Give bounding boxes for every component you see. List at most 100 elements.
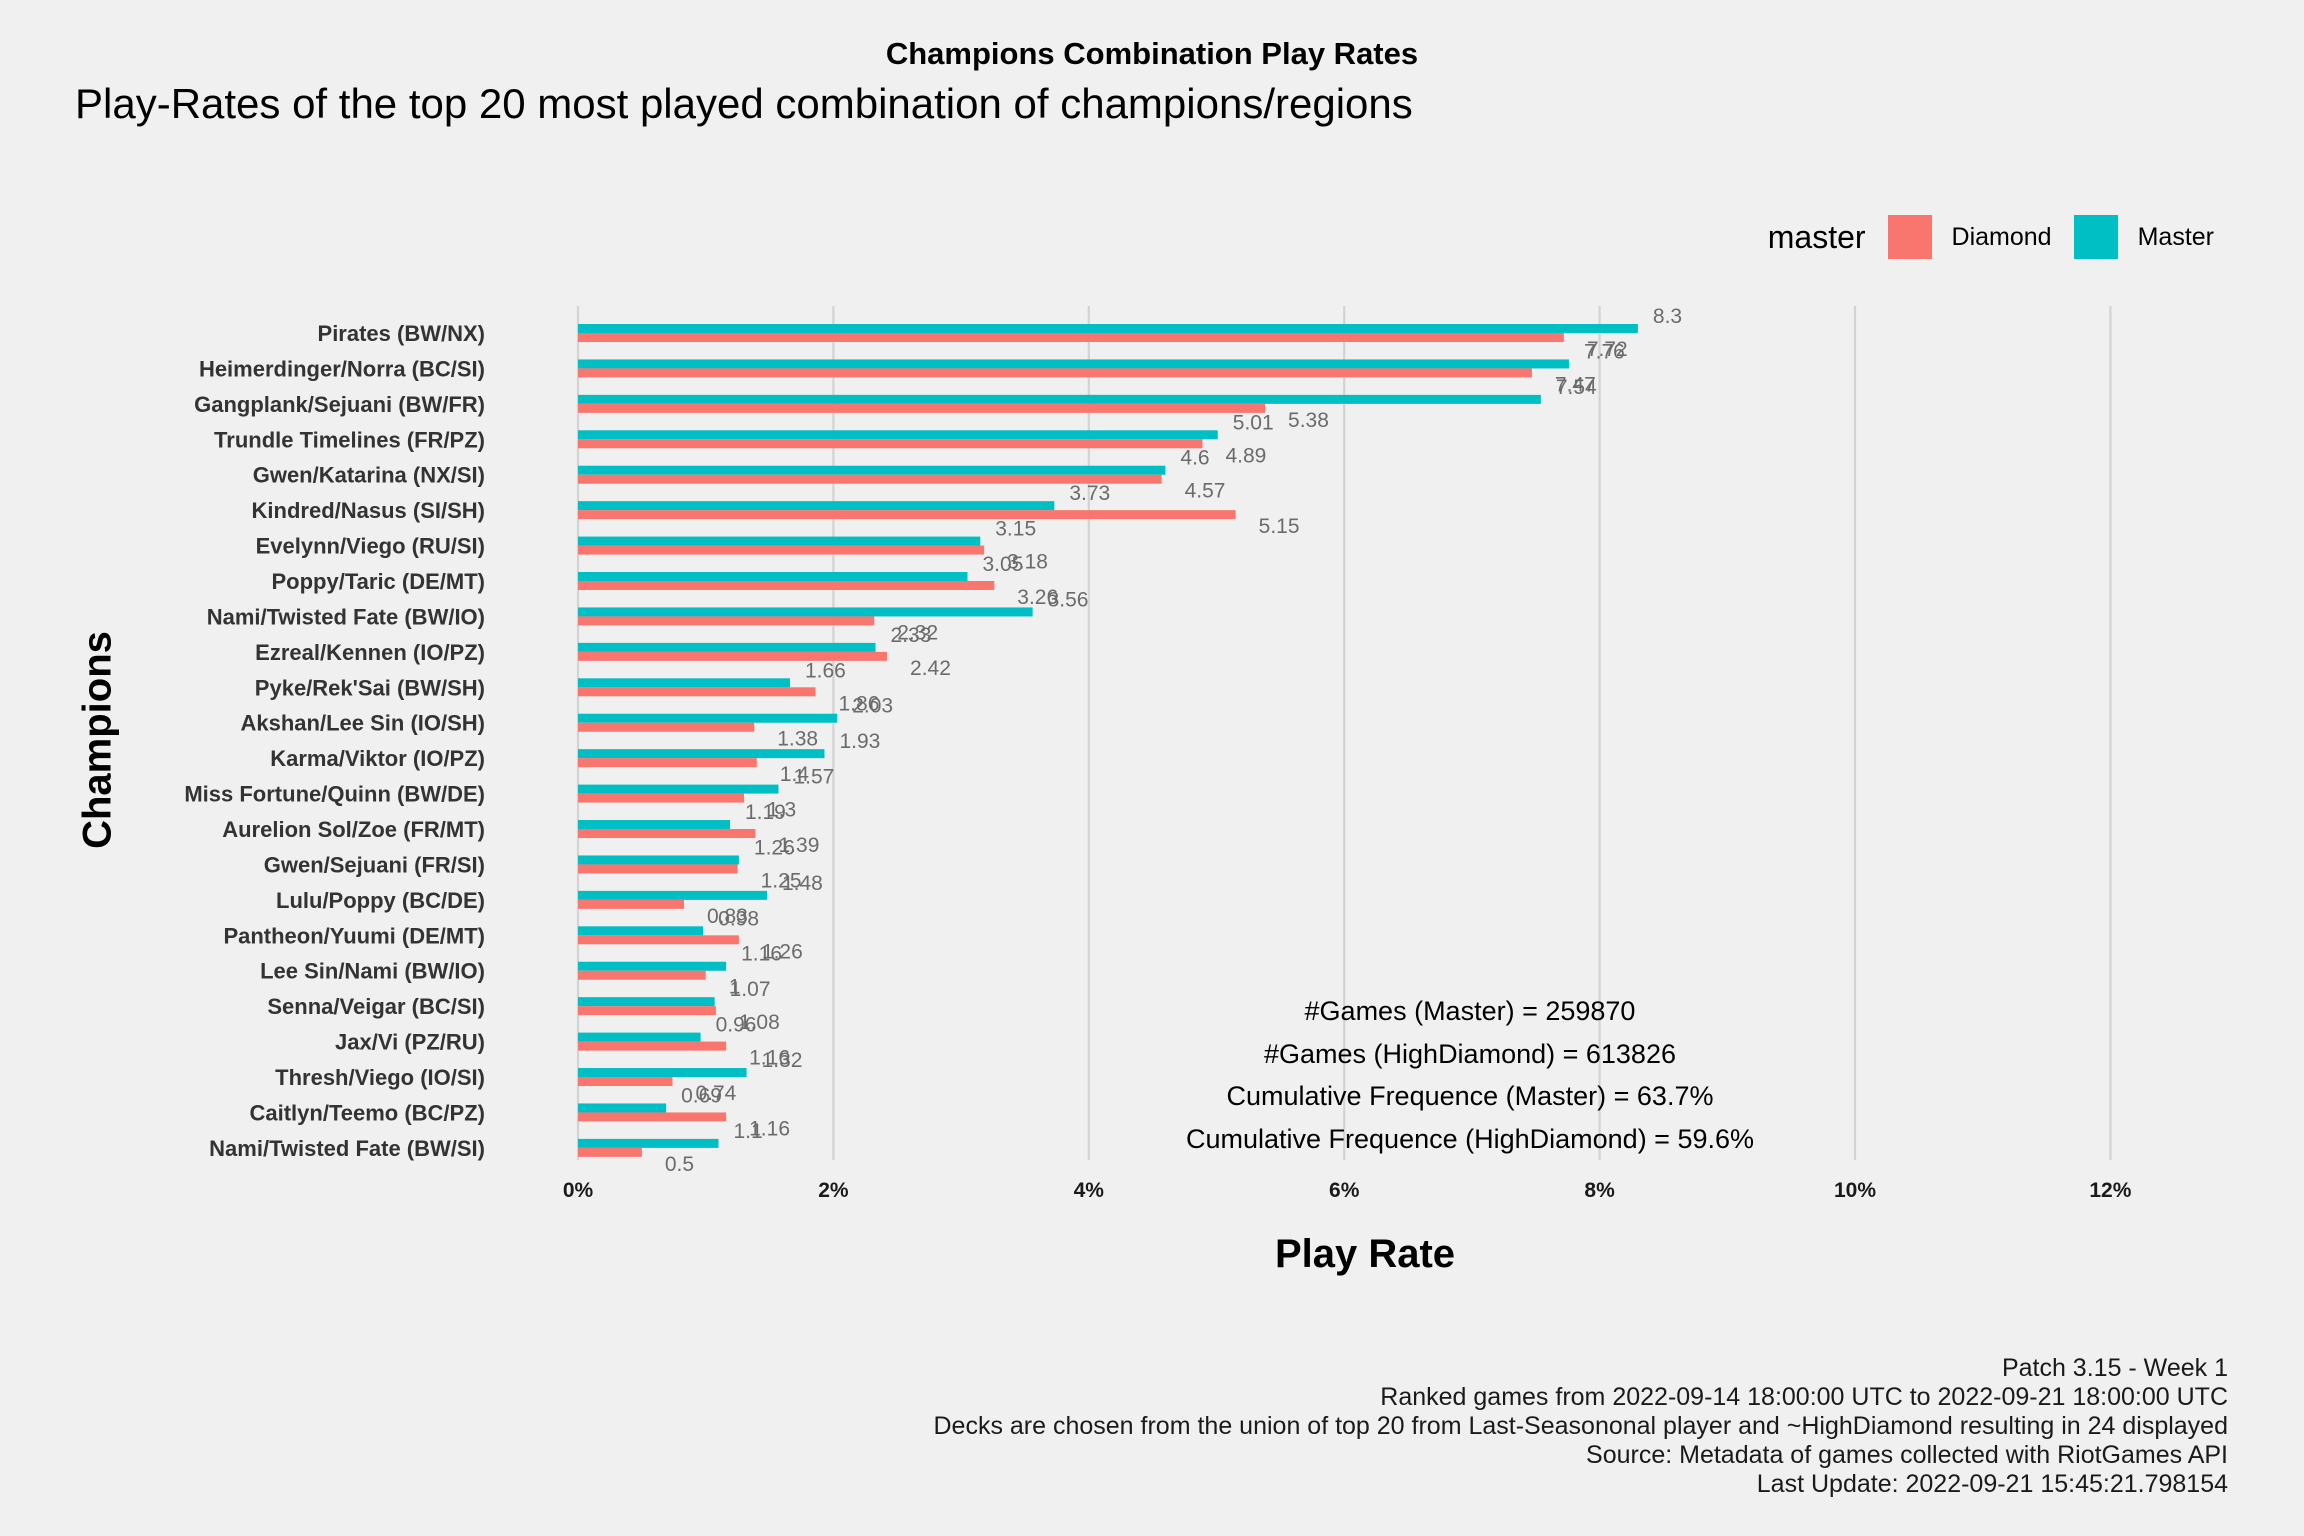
x-tick-label: 12% <box>2089 1179 2131 1202</box>
bar-master <box>578 1068 747 1078</box>
y-tick-label: Pantheon/Yuumi (DE/MT) <box>223 923 485 948</box>
y-tick-label: Lulu/Poppy (BC/DE) <box>276 888 485 913</box>
bar-diamond <box>578 1112 727 1122</box>
bar-diamond <box>578 970 706 980</box>
y-tick-label: Senna/Veigar (BC/SI) <box>267 994 485 1019</box>
data-label-diamond: 2.42 <box>910 657 951 680</box>
bar-master <box>578 607 1033 617</box>
bar-master <box>578 713 838 723</box>
x-axis-title: Play Rate <box>1274 1232 1456 1276</box>
data-label-diamond: 3.18 <box>1007 551 1048 574</box>
y-tick-label: Heimerdinger/Norra (BC/SI) <box>199 356 485 381</box>
data-label-master: 1.19 <box>745 801 786 824</box>
data-label-diamond: 1.25 <box>761 869 802 892</box>
y-tick-label: Gwen/Katarina (NX/SI) <box>253 463 485 488</box>
y-tick-label: Nami/Twisted Fate (BW/IO) <box>207 604 485 629</box>
data-label-diamond: 1.08 <box>739 1011 780 1034</box>
y-tick-label: Kindred/Nasus (SI/SH) <box>252 498 485 523</box>
bar-master <box>578 997 715 1007</box>
bar-diamond <box>578 403 1266 413</box>
data-label-diamond: 5.38 <box>1288 409 1329 432</box>
legend-item-diamond: Diamond <box>1887 215 2074 259</box>
data-label-master: 1.1 <box>733 1120 762 1143</box>
data-label-master: 1.57 <box>793 766 834 789</box>
bar-diamond <box>578 899 684 909</box>
bar-master <box>578 324 1638 333</box>
data-label-diamond: 1.86 <box>839 692 880 715</box>
bar-master <box>578 359 1569 369</box>
bar-master <box>578 1103 667 1113</box>
x-tick-label: 10% <box>1834 1179 1876 1202</box>
data-label-diamond: 1.4 <box>780 763 810 786</box>
y-tick-label: Jax/Vi (PZ/RU) <box>335 1030 485 1055</box>
x-tick-label: 8% <box>1584 1179 1615 1202</box>
legend-label-diamond: Diamond <box>1951 222 2052 251</box>
y-tick-label: Evelynn/Viego (RU/SI) <box>256 534 485 559</box>
bar-diamond <box>578 368 1532 378</box>
data-label-master: 8.3 <box>1653 305 1682 328</box>
y-tick-label: Aurelion Sol/Zoe (FR/MT) <box>222 817 485 842</box>
data-label-master: 1.26 <box>754 836 795 859</box>
data-label-diamond: 0.5 <box>665 1153 694 1176</box>
annotation-cumfreq-highdiamond: Cumulative Frequence (HighDiamond) = 59.… <box>1185 1123 1755 1154</box>
data-label-diamond: 1 <box>729 976 741 999</box>
caption-line-range: Ranked games from 2022-09-14 18:00:00 UT… <box>1380 1383 2228 1411</box>
bar-master <box>578 784 779 794</box>
bar-master <box>578 572 968 582</box>
y-tick-label: Gwen/Sejuani (FR/SI) <box>264 852 485 877</box>
bar-master <box>578 1032 701 1042</box>
data-label-diamond: 4.89 <box>1225 444 1266 467</box>
bar-master <box>578 430 1218 440</box>
bar-diamond <box>578 1006 716 1016</box>
data-label-diamond: 1.39 <box>779 834 820 857</box>
bar-diamond <box>578 474 1162 484</box>
bar-diamond <box>578 439 1203 449</box>
y-tick-label: Poppy/Taric (DE/MT) <box>272 569 486 594</box>
bar-master <box>578 749 825 759</box>
y-tick-label: Ezreal/Kennen (IO/PZ) <box>255 640 485 665</box>
data-label-master: 1.66 <box>805 659 846 682</box>
data-label-diamond: 2.32 <box>897 621 938 644</box>
data-label-diamond: 1.38 <box>777 728 818 751</box>
data-label-diamond: 1.16 <box>749 1117 790 1140</box>
legend-key-master <box>2073 215 2118 259</box>
bar-master <box>578 926 704 936</box>
caption-line-decks: Decks are chosen from the union of top 2… <box>933 1412 2228 1440</box>
y-tick-label: Karma/Viktor (IO/PZ) <box>270 746 485 771</box>
data-label-master: 7.76 <box>1584 340 1625 363</box>
y-tick-label: Pirates (BW/NX) <box>318 321 485 346</box>
bar-diamond <box>578 935 739 945</box>
data-label-master: 1.93 <box>839 730 880 753</box>
caption-line-source: Source: Metadata of games collected with… <box>1586 1441 2228 1469</box>
bar-diamond <box>578 687 816 697</box>
annotation-cumfreq-master: Cumulative Frequence (Master) = 63.7% <box>1226 1081 1714 1111</box>
data-label-master: 5.01 <box>1233 411 1274 434</box>
bar-diamond <box>578 651 888 661</box>
legend-label-master: Master <box>2137 222 2214 251</box>
y-tick-label: Akshan/Lee Sin (IO/SH) <box>241 711 486 736</box>
bar-diamond <box>578 829 756 839</box>
annotation-games-master: #Games (Master) = 259870 <box>1304 996 1636 1026</box>
data-label-master: 1.48 <box>782 872 823 895</box>
legend: master Diamond Master <box>1768 215 2214 259</box>
y-tick-label: Miss Fortune/Quinn (BW/DE) <box>184 782 485 807</box>
bar-diamond <box>578 1041 727 1051</box>
y-tick-label: Pyke/Rek'Sai (BW/SH) <box>255 675 485 700</box>
bar-master <box>578 855 739 865</box>
chart-subtitle: Play-Rates of the top 20 most played com… <box>75 80 1413 127</box>
bar-diamond <box>578 793 745 803</box>
bar-master <box>578 1138 719 1148</box>
legend-key-diamond <box>1887 215 1932 259</box>
data-label-master: 4.6 <box>1180 447 1209 470</box>
bar-diamond <box>578 1147 642 1157</box>
chart-title: Champions Combination Play Rates <box>885 36 1419 71</box>
data-label-diamond: 0.74 <box>695 1082 736 1105</box>
data-label-diamond: 0.83 <box>707 905 748 928</box>
data-label-master: 1.16 <box>741 943 782 966</box>
data-label-master: 1.32 <box>762 1049 803 1072</box>
bar-master <box>578 465 1166 475</box>
data-label-master: 3.56 <box>1048 588 1089 611</box>
bar-master <box>578 678 790 688</box>
bar-diamond <box>578 864 738 874</box>
